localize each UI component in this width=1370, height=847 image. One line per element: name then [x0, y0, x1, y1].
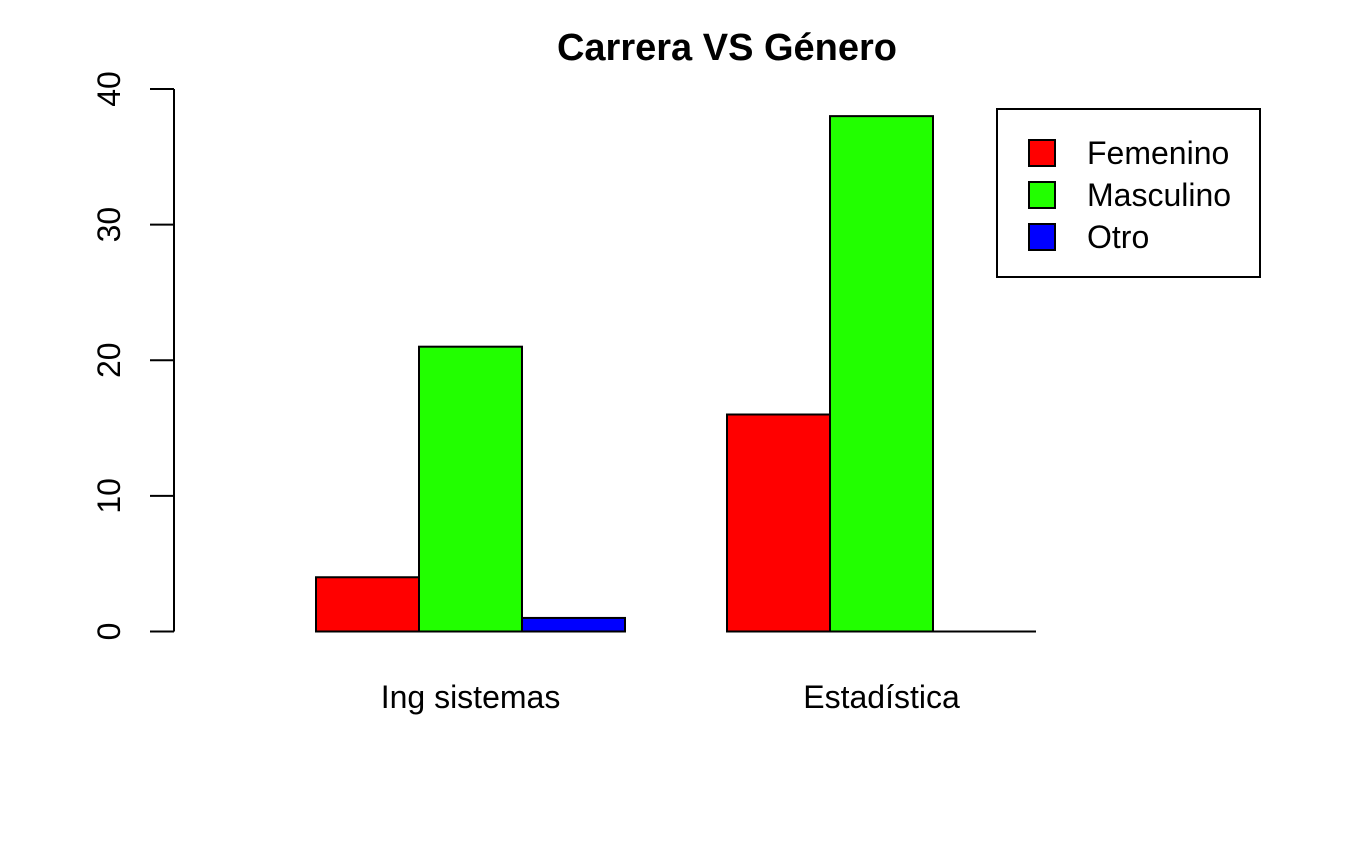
- legend-label-masculino: Masculino: [1087, 177, 1231, 213]
- legend: Femenino Masculino Otro: [996, 108, 1261, 278]
- x-axis: Ing sistemas Estadística: [381, 679, 960, 715]
- y-tick-label: 20: [91, 342, 127, 378]
- bars: [315, 115, 1036, 633]
- bar-femenino-1: [315, 576, 420, 633]
- legend-label-femenino: Femenino: [1087, 135, 1229, 171]
- chart-title: Carrera VS Género: [557, 27, 897, 69]
- legend-swatch-femenino: [1028, 139, 1056, 167]
- legend-swatch-masculino: [1028, 181, 1056, 209]
- y-tick-label: 10: [91, 478, 127, 514]
- bar-masculino-2: [829, 115, 934, 633]
- bar-masculino-1: [418, 345, 523, 633]
- y-tick-label: 40: [91, 71, 127, 107]
- legend-swatch-otro: [1028, 223, 1056, 251]
- bar-otro-1: [521, 616, 626, 633]
- y-tick-label: 0: [91, 623, 127, 641]
- y-tick-label: 30: [91, 207, 127, 243]
- x-category-label: Ing sistemas: [381, 679, 561, 715]
- y-axis: 0 10 20 30 40: [91, 71, 175, 641]
- bar-femenino-2: [726, 413, 831, 633]
- legend-label-otro: Otro: [1087, 219, 1149, 255]
- x-category-label: Estadística: [803, 679, 960, 715]
